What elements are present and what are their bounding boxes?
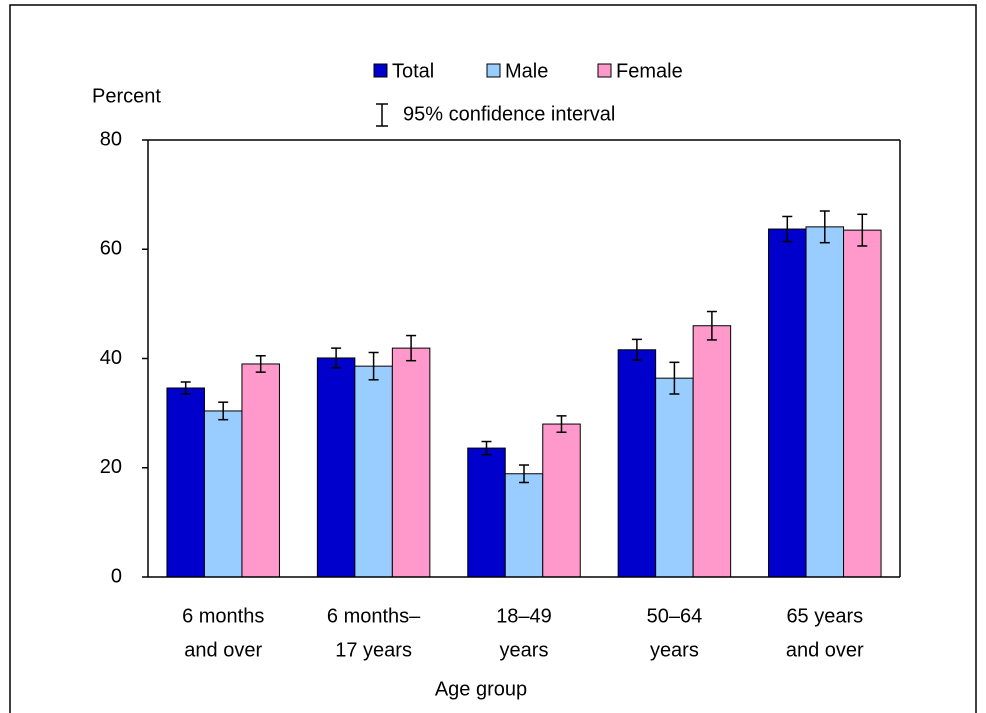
bar bbox=[655, 377, 694, 578]
error-bar bbox=[255, 355, 266, 373]
bar bbox=[504, 473, 544, 578]
legend-swatch bbox=[597, 63, 612, 78]
error-bar bbox=[631, 338, 642, 361]
error-legend-label: 95% confidence interval bbox=[403, 103, 615, 125]
x-tick-label: 65 years bbox=[786, 605, 863, 627]
error-bar bbox=[819, 210, 830, 244]
bar bbox=[391, 347, 431, 578]
error-bar bbox=[782, 215, 793, 243]
error-bar bbox=[481, 440, 492, 456]
y-tick-label: 40 bbox=[100, 347, 122, 369]
bar bbox=[692, 325, 732, 578]
x-tick-label: years bbox=[650, 639, 699, 661]
error-bar bbox=[519, 464, 529, 484]
bar bbox=[316, 357, 356, 578]
bar bbox=[617, 349, 657, 578]
x-tick-label: 6 months bbox=[182, 605, 264, 627]
x-tick-label: and over bbox=[184, 639, 262, 661]
bar bbox=[542, 423, 581, 578]
y-tick-label: 80 bbox=[100, 128, 122, 150]
y-tick-label: 0 bbox=[111, 565, 122, 587]
legend-label: Female bbox=[616, 60, 683, 82]
error-bar bbox=[368, 351, 379, 381]
bar bbox=[467, 447, 506, 578]
error-bar bbox=[556, 415, 567, 433]
bar bbox=[354, 365, 393, 578]
x-tick-label: 50–64 bbox=[647, 605, 703, 627]
x-tick-label: 18–49 bbox=[496, 605, 552, 627]
bar bbox=[805, 226, 845, 578]
x-tick-label: and over bbox=[786, 639, 864, 661]
bar bbox=[241, 363, 280, 578]
x-tick-label: 6 months– bbox=[327, 605, 421, 627]
bar bbox=[166, 387, 205, 578]
error-legend-icon bbox=[376, 103, 388, 127]
error-bar bbox=[406, 334, 417, 362]
error-bar bbox=[180, 381, 191, 395]
error-bar bbox=[669, 361, 680, 395]
error-bar bbox=[706, 310, 717, 341]
bar bbox=[203, 410, 243, 578]
x-tick-label: 17 years bbox=[335, 639, 412, 661]
legend-swatch bbox=[486, 63, 501, 78]
legend-swatch bbox=[373, 63, 388, 78]
y-tick-label: 20 bbox=[100, 456, 122, 478]
bar bbox=[843, 229, 882, 578]
legend-label: Male bbox=[505, 60, 548, 82]
x-tick-label: years bbox=[500, 639, 549, 661]
y-tick-label: 60 bbox=[100, 238, 122, 260]
y-axis-label: Percent bbox=[92, 85, 161, 107]
frame bbox=[9, 4, 977, 713]
bar bbox=[768, 228, 807, 578]
error-bar bbox=[857, 213, 868, 247]
x-axis-label: Age group bbox=[435, 678, 527, 700]
legend-label: Total bbox=[392, 60, 434, 82]
error-bar bbox=[331, 347, 342, 369]
error-bar bbox=[218, 401, 229, 421]
